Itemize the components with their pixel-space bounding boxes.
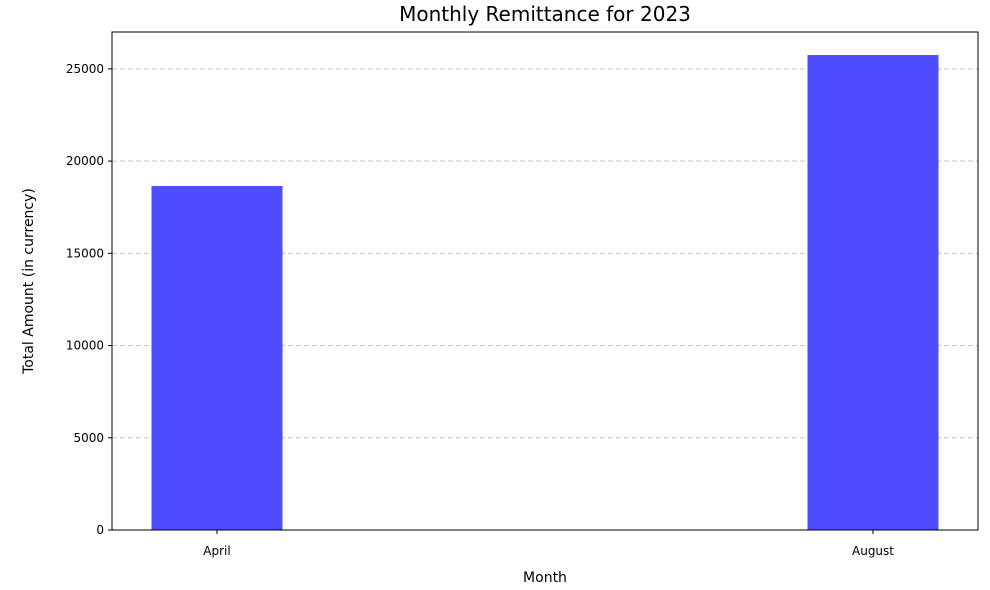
chart-title: Monthly Remittance for 2023	[399, 2, 691, 26]
x-tick-label: August	[852, 544, 894, 558]
bars	[151, 55, 939, 531]
x-axis-label: Month	[523, 570, 567, 586]
plot-frame	[111, 31, 979, 531]
y-axis-ticks: 0 5000 10000 15000 20000 25000	[66, 62, 112, 537]
y-tick-label: 0	[96, 523, 104, 537]
bar-april	[151, 186, 283, 530]
bar-august	[807, 55, 939, 531]
y-tick-label: 20000	[66, 154, 104, 168]
y-axis-label: Total Amount (in currency)	[21, 188, 37, 375]
y-tick-label: 10000	[66, 339, 104, 353]
y-tick-label: 15000	[66, 246, 104, 260]
y-tick-label: 5000	[73, 431, 104, 445]
x-tick-label: April	[203, 544, 230, 558]
x-axis-ticks: April August	[203, 530, 894, 558]
y-tick-label: 25000	[66, 62, 104, 76]
